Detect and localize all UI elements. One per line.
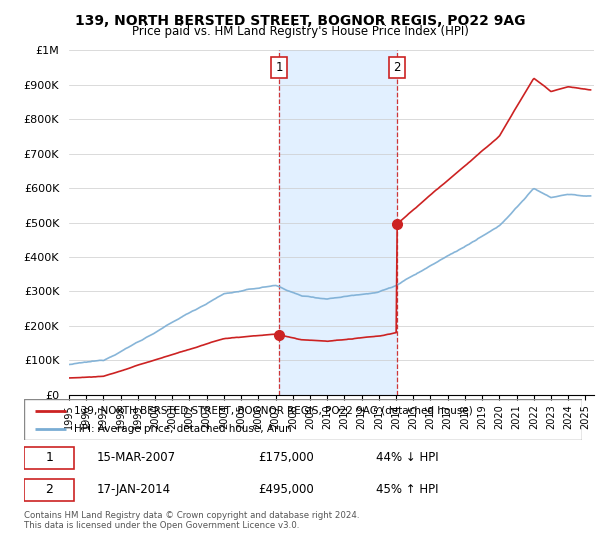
FancyBboxPatch shape <box>24 479 74 501</box>
Text: 139, NORTH BERSTED STREET, BOGNOR REGIS, PO22 9AG (detached house): 139, NORTH BERSTED STREET, BOGNOR REGIS,… <box>74 405 473 416</box>
Text: 1: 1 <box>45 451 53 464</box>
Text: 44% ↓ HPI: 44% ↓ HPI <box>376 451 438 464</box>
Text: HPI: Average price, detached house, Arun: HPI: Average price, detached house, Arun <box>74 424 292 434</box>
Text: £495,000: £495,000 <box>259 483 314 496</box>
Text: £175,000: £175,000 <box>259 451 314 464</box>
Text: 17-JAN-2014: 17-JAN-2014 <box>97 483 170 496</box>
Text: 139, NORTH BERSTED STREET, BOGNOR REGIS, PO22 9AG: 139, NORTH BERSTED STREET, BOGNOR REGIS,… <box>75 14 525 28</box>
Text: Contains HM Land Registry data © Crown copyright and database right 2024.
This d: Contains HM Land Registry data © Crown c… <box>24 511 359 530</box>
FancyBboxPatch shape <box>24 447 74 469</box>
Text: Price paid vs. HM Land Registry's House Price Index (HPI): Price paid vs. HM Land Registry's House … <box>131 25 469 38</box>
Bar <box>279 50 397 395</box>
Text: 15-MAR-2007: 15-MAR-2007 <box>97 451 176 464</box>
Text: 1: 1 <box>275 61 283 74</box>
Text: 2: 2 <box>45 483 53 496</box>
Text: 45% ↑ HPI: 45% ↑ HPI <box>376 483 438 496</box>
Text: 2: 2 <box>393 61 401 74</box>
